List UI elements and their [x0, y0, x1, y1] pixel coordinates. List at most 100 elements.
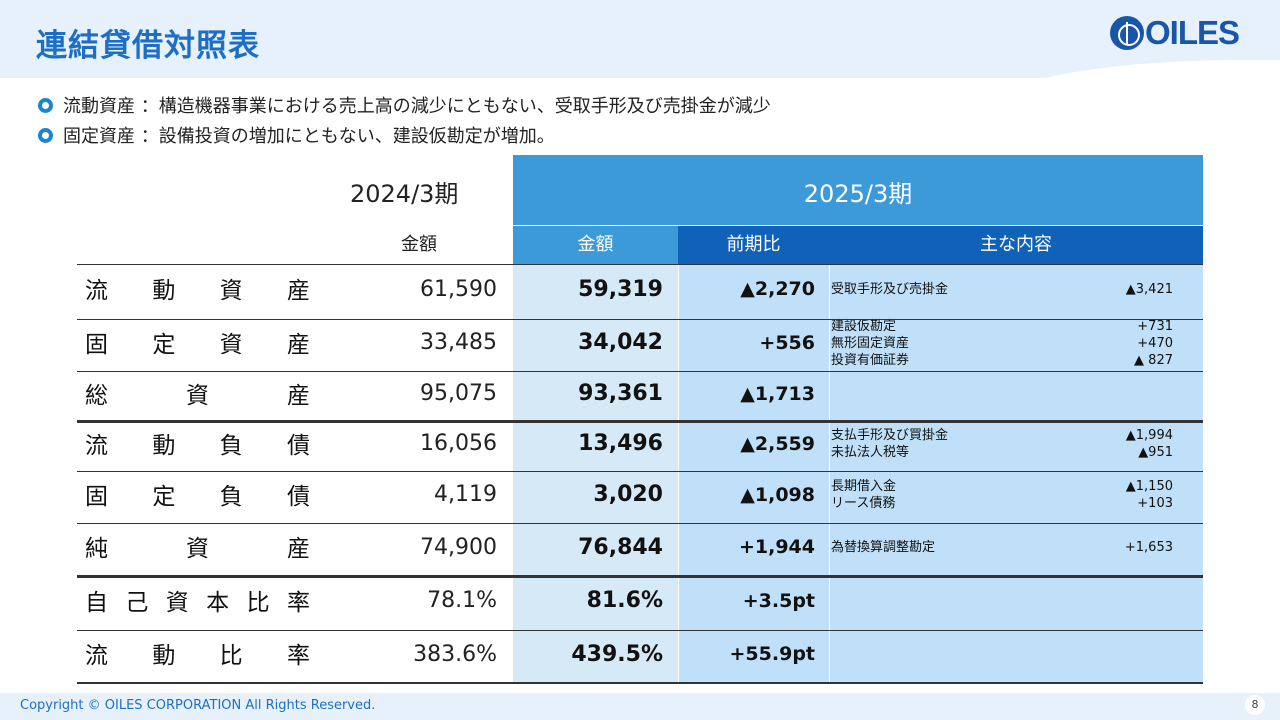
row-label-char: 定	[152, 484, 176, 510]
bullet-text: 固定資産 ：設備投資の増加にともない、建設仮勘定が増加。	[63, 126, 555, 147]
detail-item: 投資有価証券 ▲ 827	[831, 352, 1173, 369]
row-label: 流動負債	[85, 421, 310, 471]
detail-name: 支払手形及び買掛金	[831, 428, 949, 443]
value-2025: 3,020	[593, 482, 663, 507]
column-divider	[678, 264, 679, 683]
row-divider	[77, 523, 1203, 524]
table-row: 固 定 負 債 4,119 3,020 ▲1,098 長期借入金 ▲1,150 リース債務 +103	[77, 471, 1203, 523]
value-2024: 78.1%	[427, 588, 497, 613]
row-details: 長期借入金 ▲1,150 リース債務 +103	[831, 478, 1173, 512]
value-2024: 95,075	[420, 381, 497, 406]
detail-item: 為替換算調整勘定 +1,653	[831, 539, 1173, 556]
row-label-char: 定	[152, 332, 176, 358]
detail-value: +470	[1137, 336, 1173, 351]
detail-value: ▲ 827	[1134, 353, 1173, 368]
bullet-text: 流動資産 ：構造機器事業における売上高の減少にともない、受取手形及び売掛金が減少	[63, 96, 771, 117]
table-row: 流 動 比 率 383.6% 439.5% +55.9pt	[77, 630, 1203, 683]
bullet-ring-icon	[38, 97, 53, 113]
detail-value: ▲1,994	[1125, 428, 1173, 443]
amount-2025-column-bg	[513, 264, 678, 683]
value-2025: 81.6%	[586, 588, 663, 613]
row-label: 純資産	[85, 523, 310, 576]
value-2024: 383.6%	[413, 642, 497, 667]
bullet-item: 流動資産 ：構造機器事業における売上高の減少にともない、受取手形及び売掛金が減少	[38, 90, 771, 120]
row-label-char: 流	[85, 433, 108, 459]
yoy-header: 前期比	[678, 226, 829, 264]
row-label-char: 負	[219, 433, 243, 459]
row-label-char: 固	[85, 484, 108, 510]
copyright-text: Copyright © OILES CORPORATION All Rights…	[20, 698, 376, 713]
row-label-char: 固	[85, 332, 108, 358]
yoy-change: +1,944	[738, 536, 815, 558]
column-divider	[829, 264, 830, 683]
value-2025: 59,319	[578, 277, 663, 302]
year-2025-header: 2025/3期	[803, 180, 913, 208]
page-number: 8	[1245, 695, 1265, 715]
row-label-char: 総	[85, 383, 108, 409]
detail-item: 長期借入金 ▲1,150	[831, 478, 1173, 495]
row-divider	[77, 264, 1203, 265]
detail-item: 建設仮勘定 +731	[831, 318, 1173, 335]
detail-name: 建設仮勘定	[831, 319, 897, 334]
amount-2025-header: 金額	[513, 226, 678, 264]
row-label-char: 純	[85, 536, 108, 562]
row-divider	[77, 471, 1203, 472]
table-row: 総 資 産 95,075 93,361 ▲1,713	[77, 371, 1203, 421]
yoy-change: ▲1,098	[740, 484, 815, 506]
row-label: 流動資産	[85, 264, 310, 319]
yoy-change: ▲2,270	[740, 278, 815, 300]
row-label-char: 債	[286, 433, 310, 459]
header-band	[0, 0, 1280, 78]
value-2025: 93,361	[578, 381, 663, 406]
value-2024: 61,590	[420, 277, 497, 302]
detail-value: +103	[1137, 496, 1173, 511]
row-label-char: 債	[286, 484, 310, 510]
row-label-char: 負	[219, 484, 243, 510]
detail-item: 無形固定資産 +470	[831, 335, 1173, 352]
table-row: 流 動 資 産 61,590 59,319 ▲2,270 受取手形及び売掛金 ▲3,421	[77, 264, 1203, 319]
bullet-item: 固定資産 ：設備投資の増加にともない、建設仮勘定が増加。	[38, 120, 771, 150]
detail-value: ▲951	[1138, 445, 1173, 460]
detail-name: 受取手形及び売掛金	[831, 282, 949, 297]
row-label-char: 率	[286, 643, 310, 669]
value-2024: 4,119	[434, 482, 497, 507]
row-label-char: 自	[85, 590, 108, 616]
row-label-char: 動	[152, 433, 176, 459]
year-2024-header: 2024/3期	[350, 180, 459, 208]
row-divider	[77, 630, 1203, 631]
detail-item: 支払手形及び買掛金 ▲1,994	[831, 427, 1173, 444]
company-logo: OILES	[1110, 14, 1240, 51]
yoy-change: +556	[759, 332, 815, 354]
row-divider	[77, 371, 1203, 372]
detail-item: リース債務 +103	[831, 495, 1173, 512]
value-2024: 33,485	[420, 330, 497, 355]
detail-value: +731	[1137, 319, 1173, 334]
row-divider	[77, 575, 1203, 578]
yoy-change: ▲1,713	[740, 383, 815, 405]
row-label: 流動比率	[85, 630, 310, 683]
table-row: 流動負債 16,056 13,496 ▲2,559 支払手形及び買掛金 ▲1,994 未払法…	[77, 421, 1203, 471]
row-divider	[77, 682, 1203, 684]
row-label-char: 産	[287, 383, 310, 409]
row-label: 固定負債	[85, 471, 310, 523]
row-label-char: 産	[287, 536, 310, 562]
logo-text: OILES	[1145, 14, 1240, 51]
row-label-char: 動	[152, 278, 176, 304]
detail-value: ▲3,421	[1125, 282, 1173, 297]
yoy-change: +55.9pt	[729, 643, 815, 665]
row-details: 支払手形及び買掛金 ▲1,994 未払法人税等 ▲951	[831, 427, 1173, 461]
detail-name: リース債務	[831, 496, 896, 511]
page-title: 連結貸借対照表	[36, 28, 260, 64]
bullet-ring-icon	[38, 127, 53, 143]
amount-2024-header: 金額	[401, 234, 437, 255]
row-label-char: 資	[219, 332, 243, 358]
value-2024: 74,900	[420, 535, 497, 560]
row-label-char: 資	[165, 590, 189, 616]
detail-name: 未払法人税等	[831, 445, 910, 460]
value-2025: 34,042	[578, 330, 663, 355]
row-details: 建設仮勘定 +731 無形固定資産 +470 投資有価証券 ▲ 827	[831, 318, 1173, 369]
row-label-char: 本	[206, 590, 230, 616]
footer-band	[0, 693, 1280, 720]
row-label-char: 己	[125, 590, 149, 616]
row-divider	[77, 319, 1203, 320]
